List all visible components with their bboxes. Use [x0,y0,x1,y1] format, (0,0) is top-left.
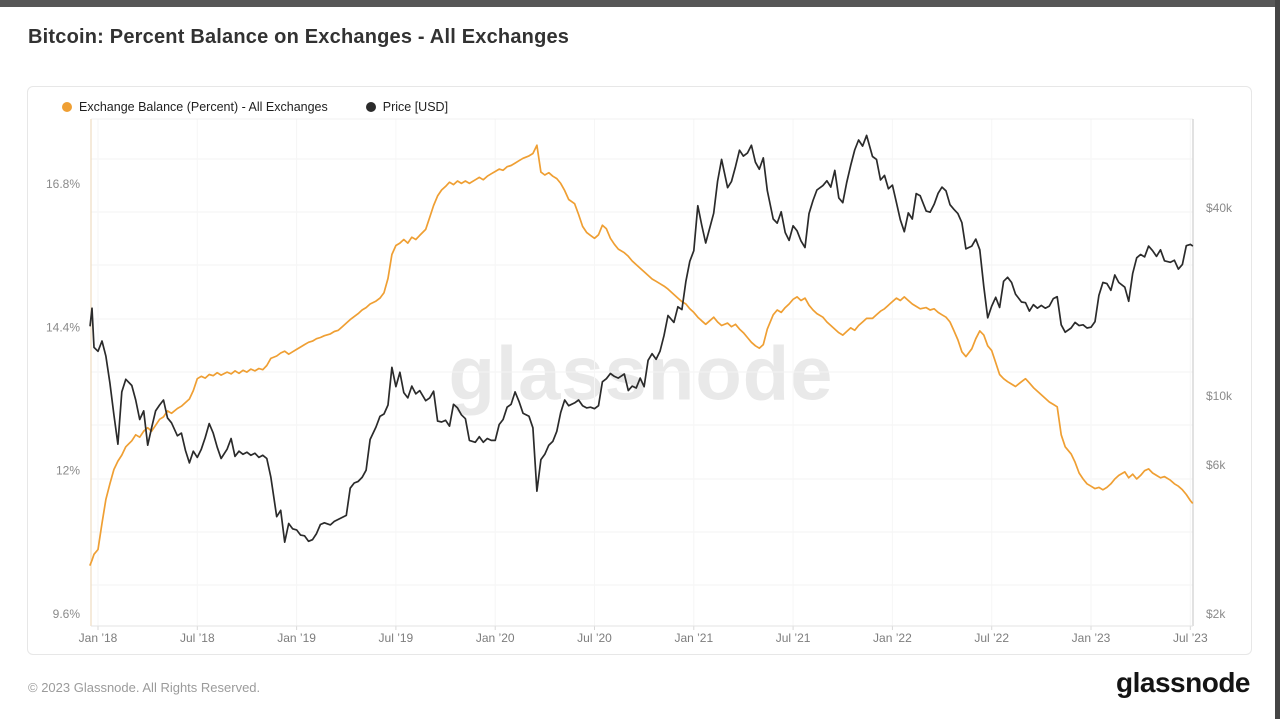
legend-label-price: Price [USD] [382,100,449,114]
glassnode-logo: glassnode [1116,667,1250,698]
y-right-tick-label: $2k [1206,607,1226,621]
x-tick-label: Jul ’18 [180,631,215,645]
y-right-tick-label: $6k [1206,458,1226,472]
legend-marker-orange-icon [62,102,72,112]
y-right-tick-label: $40k [1206,201,1233,215]
x-tick-label: Jul ’20 [577,631,612,645]
y-left-tick-label: 12% [56,464,80,478]
x-tick-label: Jan ’19 [277,631,316,645]
chart-card: Exchange Balance (Percent) - All Exchang… [27,86,1252,655]
legend-item-exchange-balance[interactable]: Exchange Balance (Percent) - All Exchang… [62,100,328,114]
right-edge-bar [1275,0,1280,719]
y-left-tick-label: 16.8% [46,177,80,191]
legend-item-price[interactable]: Price [USD] [365,100,449,114]
x-tick-label: Jul ’23 [1173,631,1208,645]
x-tick-label: Jan ’22 [873,631,912,645]
x-tick-label: Jul ’21 [776,631,811,645]
legend-marker-dark-icon [365,102,376,112]
x-tick-label: Jul ’19 [379,631,414,645]
series-line-price [89,134,1194,543]
copyright-text: © 2023 Glassnode. All Rights Reserved. [28,680,261,695]
legend-label-exchange-balance: Exchange Balance (Percent) - All Exchang… [79,100,328,114]
plot-area[interactable]: glassnode Jan ’18 Jul ’18 Jan ’19 Jul ’19 Ja… [28,87,1251,654]
y-right-tick-label: $10k [1206,389,1233,403]
x-tick-label: Jan ’23 [1072,631,1111,645]
x-tick-label: Jan ’21 [674,631,713,645]
series-line-exchange-balance [89,144,1194,566]
y-left-tick-label: 14.4% [46,320,80,334]
chart-legend: Exchange Balance (Percent) - All Exchang… [62,100,448,114]
x-tick-label: Jan ’18 [79,631,118,645]
x-tick-label: Jul ’22 [974,631,1009,645]
y-left-tick-label: 9.6% [53,607,81,621]
x-tick-label: Jan ’20 [476,631,515,645]
chart-canvas: Jan ’18 Jul ’18 Jan ’19 Jul ’19 Jan ’20 Jul ’… [46,118,1233,645]
top-bar [0,0,1280,7]
page-title: Bitcoin: Percent Balance on Exchanges - … [28,26,570,48]
